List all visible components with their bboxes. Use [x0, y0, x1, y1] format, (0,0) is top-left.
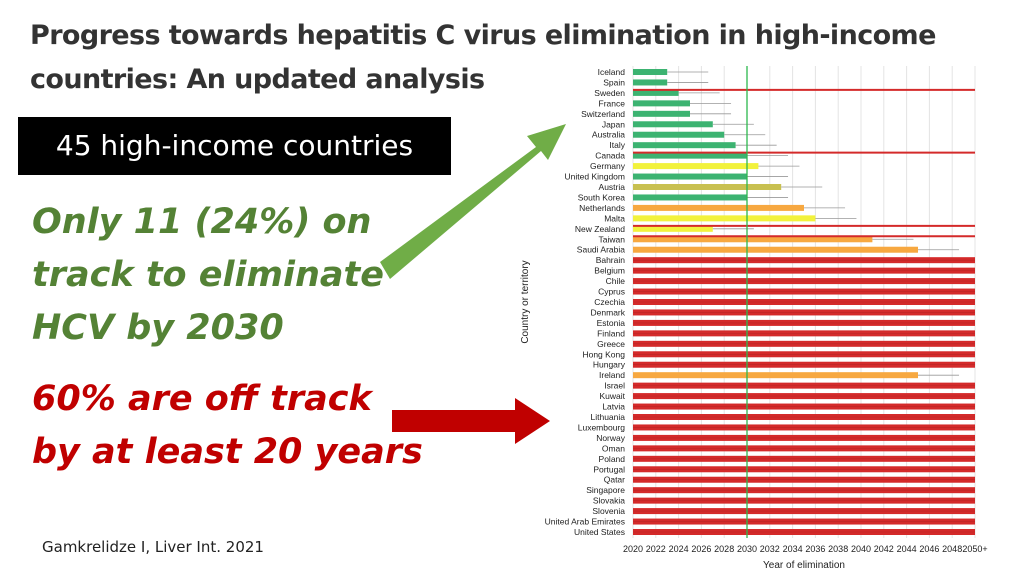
country-label: Czechia	[594, 297, 625, 307]
country-label: Netherlands	[579, 203, 625, 213]
off-track-line-1: 60% are off track	[32, 379, 372, 419]
country-label: Slovenia	[592, 506, 625, 516]
bar-australia	[633, 131, 725, 138]
bar-new-zealand	[633, 225, 713, 232]
bar-iceland	[633, 69, 668, 75]
country-label: Belgium	[594, 266, 625, 276]
x-tick-label: 2044	[897, 544, 917, 554]
x-tick-label: 2028	[714, 544, 734, 554]
bar-netherlands	[633, 204, 804, 211]
country-label: Slovakia	[593, 496, 625, 506]
x-tick-label: 2026	[691, 544, 711, 554]
red-arrow-icon	[392, 398, 550, 444]
country-label: Luxembourg	[578, 422, 626, 432]
bar-switzerland	[633, 110, 690, 117]
on-track-line-2: track to eliminate	[32, 255, 384, 295]
on-track-line-3: HCV by 2030	[32, 308, 284, 348]
y-axis-label: Country or territory	[520, 260, 531, 343]
on-track-line-1: Only 11 (24%) on	[32, 202, 372, 242]
x-tick-label: 2038	[828, 544, 848, 554]
country-label: Estonia	[597, 318, 626, 328]
x-tick-label: 2046	[919, 544, 939, 554]
x-tick-label: 2032	[760, 544, 780, 554]
x-tick-label: 2048	[942, 544, 962, 554]
country-label: Taiwan	[599, 234, 626, 244]
x-tick-label: 2042	[874, 544, 894, 554]
country-label: Kuwait	[599, 391, 625, 401]
title-line-2: countries: An updated analysis	[30, 64, 485, 95]
country-label: Chile	[606, 276, 626, 286]
country-label: Greece	[597, 339, 625, 349]
bar-spain	[633, 79, 668, 86]
bar-sweden	[633, 89, 679, 96]
country-label: Finland	[597, 328, 625, 338]
bar-united-kingdom	[633, 173, 747, 180]
country-label: Latvia	[602, 402, 625, 412]
country-label: France	[599, 98, 626, 108]
country-label: Spain	[603, 77, 625, 87]
country-label: United Kingdom	[565, 172, 625, 182]
on-track-statement: Only 11 (24%) on track to eliminate HCV …	[32, 196, 384, 355]
country-label: Canada	[595, 151, 625, 161]
bar-south-korea	[633, 194, 747, 201]
bar-canada	[633, 152, 747, 159]
bar-taiwan	[633, 236, 873, 243]
country-label: United Arab Emirates	[545, 517, 625, 527]
country-label: Japan	[602, 119, 625, 129]
x-tick-label: 2030	[737, 544, 757, 554]
country-label: Qatar	[604, 475, 625, 485]
country-label: United States	[574, 527, 625, 537]
country-label: Hungary	[593, 360, 626, 370]
slide-title: Progress towards hepatitis C virus elimi…	[30, 14, 936, 102]
x-tick-label: 2024	[669, 544, 689, 554]
x-tick-label: 2020	[623, 544, 643, 554]
bar-italy	[633, 142, 736, 149]
country-label: Iceland	[598, 67, 626, 77]
country-label: Austria	[599, 182, 626, 192]
bar-ireland	[633, 372, 918, 379]
country-label: Sweden	[594, 88, 625, 98]
bar-japan	[633, 121, 713, 128]
country-label: Portugal	[593, 464, 625, 474]
bar-germany	[633, 163, 759, 170]
x-tick-label: 2022	[646, 544, 666, 554]
bar-saudi-arabia	[633, 246, 918, 253]
country-label: Australia	[592, 130, 625, 140]
x-tick-label: 2034	[783, 544, 803, 554]
off-track-statement: 60% are off track by at least 20 years	[32, 373, 423, 479]
x-tick-label: 2040	[851, 544, 871, 554]
country-label: Saudi Arabia	[577, 245, 625, 255]
country-label: Norway	[596, 433, 626, 443]
country-label: Malta	[604, 213, 625, 223]
country-count-box: 45 high-income countries	[18, 117, 451, 175]
country-label: Ireland	[599, 370, 625, 380]
country-label: Oman	[602, 443, 625, 453]
x-axis-label: Year of elimination	[763, 560, 845, 571]
country-label: Poland	[599, 454, 626, 464]
country-label: Israel	[604, 381, 625, 391]
country-label: Cyprus	[598, 287, 625, 297]
country-label: South Korea	[578, 192, 626, 202]
x-tick-label: 2036	[805, 544, 825, 554]
country-label: Denmark	[591, 307, 626, 317]
title-line-1: Progress towards hepatitis C virus elimi…	[30, 20, 936, 51]
citation: Gamkrelidze I, Liver Int. 2021	[42, 538, 264, 556]
bar-malta	[633, 215, 816, 222]
country-label: Italy	[609, 140, 625, 150]
country-label: Lithuania	[590, 412, 625, 422]
country-label: Switzerland	[581, 109, 625, 119]
country-label: Germany	[590, 161, 626, 171]
green-arrow-icon	[380, 124, 566, 279]
country-label: Bahrain	[596, 255, 626, 265]
country-label: New Zealand	[575, 224, 625, 234]
bar-france	[633, 100, 690, 107]
off-track-line-2: by at least 20 years	[32, 432, 423, 472]
country-label: Hong Kong	[582, 349, 625, 359]
x-tick-label: 2050+	[962, 544, 987, 554]
bar-austria	[633, 184, 782, 190]
country-label: Singapore	[586, 485, 625, 495]
